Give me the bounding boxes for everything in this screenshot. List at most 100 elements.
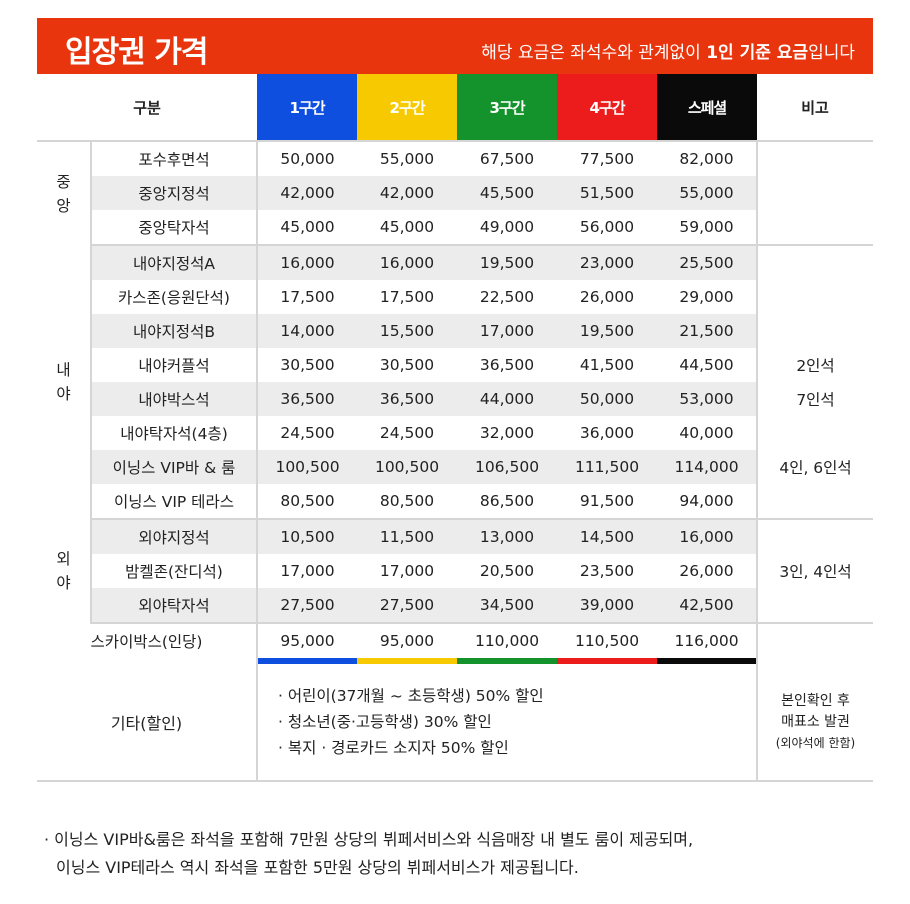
price-cell: 41,500 [579, 356, 635, 374]
skybox-label: 스카이박스(인당) [37, 623, 259, 658]
note-cell: 2인석 [756, 348, 874, 382]
section-label-char: 외 [56, 550, 71, 568]
section-label-char: 야 [56, 574, 71, 592]
price-cell: 50,000 [280, 150, 335, 168]
note-cell [756, 588, 874, 624]
header-remarks: 비고 [757, 74, 874, 142]
price-cell: 42,000 [257, 176, 358, 210]
header-zone-3: 3구간 [457, 74, 558, 142]
price-cell: 10,500 [257, 519, 358, 554]
note-cell [756, 176, 874, 210]
discount-note: 본인확인 후 매표소 발권 (외야석에 한함) [756, 664, 874, 782]
header-zone-4: 4구간 [557, 74, 658, 142]
price-cell: 14,500 [557, 519, 658, 554]
price-cell: 86,500 [457, 484, 558, 520]
price-cell: 44,000 [457, 382, 558, 416]
discount-note-line: 본인확인 후 [781, 692, 850, 709]
price-cell: 36,000 [579, 424, 635, 442]
table-row: 이닝스 VIP 테라스 80,500 80,500 86,500 91,500 94,00… [37, 484, 874, 520]
price-table: 구분 1구간 2구간 3구간 4구간 스페셜 비고 중 앙 포수후면석 50,000 5… [37, 74, 874, 782]
table-row: 내 야 내야지정석A 16,000 16,000 19,500 23,000 25,500 [37, 245, 874, 519]
price-cell: 45,500 [457, 176, 558, 210]
table-row: 이닝스 VIP바 & 룸 100,500 100,500 106,500 111,500… [37, 450, 874, 484]
price-cell: 100,500 [357, 450, 458, 484]
note-cell: 4인, 6인석 [756, 450, 874, 484]
price-cell: 40,000 [679, 424, 734, 442]
price-cell: 14,000 [257, 314, 358, 348]
price-cell: 24,500 [280, 424, 335, 442]
seat-name: 중앙탁자석 [91, 210, 259, 246]
price-cell: 50,000 [557, 382, 658, 416]
table-row: 중앙지정석 42,000 42,000 45,500 51,500 55,000 [37, 176, 874, 210]
price-cell: 17,000 [457, 314, 558, 348]
price-cell: 51,500 [557, 176, 658, 210]
price-cell: 53,000 [657, 382, 758, 416]
price-cell: 30,500 [280, 356, 335, 374]
price-cell: 95,000 [379, 632, 435, 650]
seat-name: 이닝스 VIP바 & 룸 [91, 450, 259, 484]
price-cell: 110,000 [474, 632, 540, 650]
seat-name: 내야탁자석(4층) [91, 416, 259, 450]
price-cell: 36,500 [257, 382, 358, 416]
table-row: 내야지정석B 14,000 15,500 17,000 19,500 21,500 [37, 314, 874, 348]
price-cell: 42,500 [657, 588, 758, 624]
bar-spacer [37, 658, 259, 664]
price-cell: 114,000 [657, 450, 758, 484]
price-cell: 16,000 [357, 245, 458, 280]
note-cell [756, 280, 874, 314]
table-row: 중 앙 포수후면석 50,000 55,000 67,500 77,500 82,000 [37, 141, 874, 245]
price-cell: 22,500 [479, 288, 535, 306]
price-cell: 25,500 [657, 245, 758, 280]
price-cell: 26,000 [579, 288, 635, 306]
table-row: 외 야 외야지정석 10,500 11,500 13,000 14,500 16,000 [37, 519, 874, 623]
price-cell: 34,500 [457, 588, 558, 624]
price-cell: 77,500 [579, 150, 635, 168]
price-cell: 45,000 [357, 210, 458, 246]
price-cell: 106,500 [457, 450, 558, 484]
zone-2-bar [357, 658, 458, 664]
price-cell: 100,500 [257, 450, 358, 484]
seat-name: 이닝스 VIP 테라스 [91, 484, 259, 520]
table-row: 밤켈존(잔디석) 17,000 17,000 20,500 23,500 26,000 3인… [37, 554, 874, 588]
page-title: 입장권 가격 [65, 35, 208, 70]
title-banner: 입장권 가격 해당 요금은 좌석수와 관계없이 1인 기준 요금입니다 [37, 18, 873, 74]
price-cell: 80,500 [357, 484, 458, 520]
price-cell: 55,000 [379, 150, 435, 168]
price-cell: 45,000 [257, 210, 358, 246]
price-cell: 13,000 [457, 519, 558, 554]
skybox-row: 스카이박스(인당) 95,000 95,000 110,000 110,500 … [37, 623, 874, 658]
price-cell: 23,500 [579, 562, 635, 580]
price-cell: 67,500 [479, 150, 535, 168]
price-cell: 27,500 [257, 588, 358, 624]
price-cell: 32,000 [479, 424, 535, 442]
price-cell: 21,500 [657, 314, 758, 348]
discount-row: 기타(할인) · 어린이(37개월 ~ 초등학생) 50% 할인 · 청소년(중… [37, 664, 874, 782]
section-label-char: 내 [56, 361, 71, 379]
price-cell: 15,500 [357, 314, 458, 348]
seat-name: 내야박스석 [91, 382, 259, 416]
section-label-char: 중 [56, 172, 71, 191]
price-cell: 44,500 [679, 356, 734, 374]
seat-name: 내야지정석A [91, 245, 259, 280]
price-cell: 59,000 [657, 210, 758, 246]
zone-3-bar [457, 658, 558, 664]
banner-note-prefix: 해당 요금은 좌석수와 관계없이 [481, 43, 707, 63]
footnote-line: · 이닝스 VIP바&룸은 좌석을 포함해 7만원 상당의 뷔페서비스와 식음매… [44, 830, 694, 849]
note-cell [756, 484, 874, 520]
seat-name: 내야지정석B [91, 314, 259, 348]
footnote-line: 이닝스 VIP테라스 역시 좌석을 포함한 5만원 상당의 뷔페서비스가 제공됩… [56, 858, 579, 877]
price-cell: 94,000 [657, 484, 758, 520]
discount-list: · 어린이(37개월 ~ 초등학생) 50% 할인 · 청소년(중·고등학생) … [257, 664, 758, 782]
table-row: 외야탁자석 27,500 27,500 34,500 39,000 42,500 [37, 588, 874, 624]
section-label-char: 앙 [56, 196, 71, 215]
note-cell [756, 210, 874, 246]
price-cell: 56,000 [557, 210, 658, 246]
price-cell: 17,500 [379, 288, 435, 306]
price-cell: 110,500 [574, 632, 640, 650]
seat-name: 포수후면석 [91, 141, 259, 176]
price-cell: 26,000 [679, 562, 734, 580]
header-zone-1: 1구간 [257, 74, 358, 142]
note-cell [756, 416, 874, 450]
header-zone-special: 스페셜 [657, 74, 758, 142]
